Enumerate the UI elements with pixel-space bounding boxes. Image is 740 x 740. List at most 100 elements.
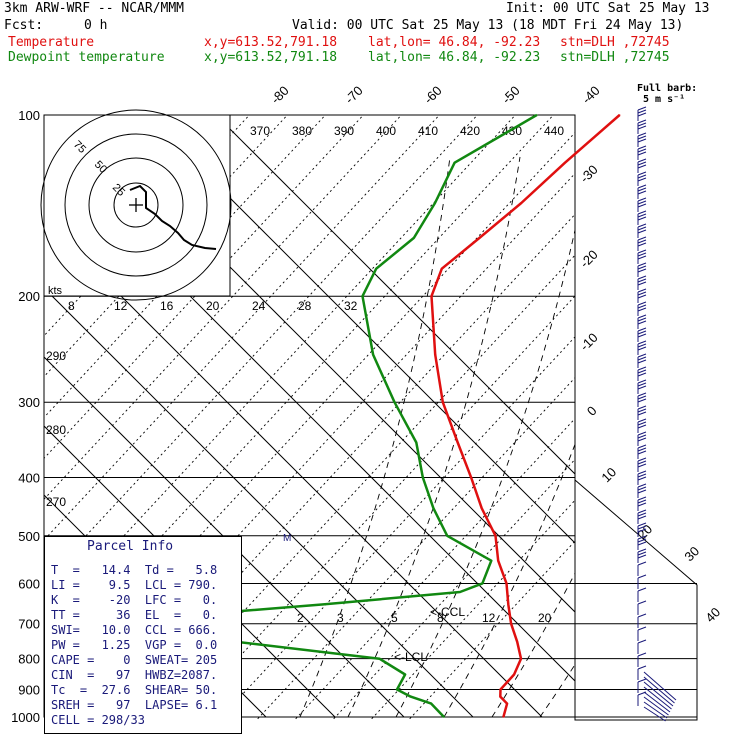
dewpoint-legend-name: Dewpoint temperature bbox=[8, 50, 165, 65]
parcel-row-sreh-lapse: SREH = 97 LAPSE= 6.1 bbox=[51, 698, 218, 712]
pressure-tick-label: 200 bbox=[18, 289, 40, 304]
barb-legend-unit: 5 m s⁻¹ bbox=[643, 94, 686, 105]
init-time: Init: 00 UTC Sat 25 May 13 bbox=[506, 1, 710, 16]
temperature-point bbox=[456, 441, 459, 444]
dry-adiabat-line bbox=[331, 458, 575, 720]
wind-barb bbox=[637, 106, 647, 121]
pressure-tick-label: 1000 bbox=[11, 710, 40, 725]
dewpoint-point bbox=[375, 267, 378, 270]
dewpoint-point bbox=[453, 161, 456, 164]
wind-barb-flag bbox=[637, 626, 647, 631]
dewpoint-point bbox=[430, 702, 433, 705]
theta-label: 390 bbox=[334, 124, 354, 138]
annotation-lcl: <-LCL bbox=[394, 650, 427, 664]
isotherm-label: -70 bbox=[342, 83, 366, 107]
isotherm-label: -40 bbox=[579, 83, 603, 107]
parcel-row-k-lfc: K = -20 LFC = 0. bbox=[51, 593, 218, 607]
wind-barb-flag bbox=[637, 385, 647, 390]
wind-barb bbox=[637, 327, 647, 342]
dry-adiabat-line bbox=[217, 336, 575, 720]
dewpoint-legend-latlon: lat,lon= 46.84, -92.23 bbox=[368, 50, 541, 65]
wind-barb-flag bbox=[637, 473, 647, 478]
wind-barb bbox=[637, 496, 647, 511]
wind-barb-flag bbox=[637, 187, 647, 192]
dry-adiabat-line bbox=[44, 115, 403, 500]
wind-barb bbox=[637, 314, 647, 329]
wind-barb-flag bbox=[637, 145, 647, 150]
wind-barb-flag bbox=[637, 190, 647, 195]
parcel-row-cell: CELL = 298/33 bbox=[51, 713, 145, 727]
temperature-point bbox=[480, 507, 483, 510]
wind-barb-flag bbox=[637, 223, 647, 228]
wind-barb-flag bbox=[637, 525, 647, 530]
wind-barb-flag bbox=[637, 382, 647, 387]
temperature-legend-latlon: lat,lon= 46.84, -92.23 bbox=[368, 35, 541, 50]
dewpoint-point bbox=[434, 202, 436, 204]
temperature-legend-xy: x,y=613.52,791.18 bbox=[204, 35, 338, 50]
wind-barb-flag bbox=[637, 343, 647, 348]
isotherm-label: -30 bbox=[577, 162, 601, 186]
wind-barb-low-level bbox=[643, 696, 669, 716]
isotherm-label: -20 bbox=[577, 247, 601, 271]
dry-adiabat-line bbox=[65, 172, 575, 720]
wind-barb bbox=[637, 262, 647, 277]
wind-barb-flag bbox=[637, 278, 647, 283]
dry-adiabat-line bbox=[44, 115, 479, 582]
dewpoint-point bbox=[409, 695, 412, 698]
dry-adiabat-line bbox=[44, 115, 327, 419]
wind-barb-low-level bbox=[643, 676, 675, 704]
dewpoint-point bbox=[378, 657, 381, 660]
wind-barb bbox=[637, 223, 647, 238]
wind-barb-flag bbox=[637, 317, 647, 322]
wind-barb-flag bbox=[637, 327, 647, 332]
isotherm-line bbox=[215, 115, 575, 475]
theta-label: 410 bbox=[418, 124, 438, 138]
wind-barb-flag bbox=[637, 239, 647, 244]
wind-barb bbox=[637, 613, 647, 628]
hodograph-speed-label: 32 bbox=[344, 299, 358, 313]
wind-barb bbox=[637, 340, 647, 355]
wind-barb-flag bbox=[637, 340, 647, 345]
dewpoint-point bbox=[413, 237, 415, 239]
parcel-row-li-lcl: LI = 9.5 LCL = 790. bbox=[51, 578, 218, 592]
dewpoint-legend-xy: x,y=613.52,791.18 bbox=[204, 50, 338, 65]
wind-barb-flag bbox=[637, 463, 647, 468]
dry-adiabat-line bbox=[0, 95, 40, 740]
wind-barb-flag bbox=[637, 444, 647, 449]
parcel-row-cape-sweat: CAPE = 0 SWEAT= 205 bbox=[51, 653, 218, 667]
dewpoint-point bbox=[459, 591, 461, 593]
wind-barb-flag bbox=[637, 398, 647, 403]
wind-barb-flag bbox=[637, 242, 647, 247]
hodograph-trace bbox=[129, 184, 217, 250]
wind-barb-low-level bbox=[643, 701, 668, 719]
temperature-point bbox=[497, 559, 500, 562]
wind-barb-flag bbox=[637, 255, 647, 260]
wind-barb-flag bbox=[637, 213, 647, 218]
wind-barb-flag bbox=[637, 164, 647, 169]
isotherm-label: 0 bbox=[584, 403, 600, 419]
wind-barb-flag bbox=[637, 132, 647, 137]
wind-barb bbox=[637, 171, 647, 186]
wind-barb bbox=[637, 652, 647, 667]
wind-barb-flag bbox=[637, 112, 647, 117]
wind-barb-flag bbox=[637, 359, 647, 364]
wind-barb-flag bbox=[637, 210, 647, 215]
wind-barb-flag bbox=[637, 554, 647, 559]
wind-barb-flag bbox=[637, 304, 647, 309]
pressure-tick-label: 300 bbox=[18, 395, 40, 410]
wind-barb-flag bbox=[637, 512, 647, 517]
wind-barb-flag bbox=[637, 148, 647, 153]
wind-barb bbox=[637, 184, 647, 199]
barb-legend-title: Full barb: bbox=[637, 83, 698, 94]
wind-barb-flag bbox=[637, 197, 647, 202]
isotherm-line bbox=[44, 287, 474, 718]
wind-barb-flag bbox=[637, 509, 647, 514]
temperature-legend-station: stn=DLH ,72745 bbox=[560, 35, 670, 50]
dry-adiabat-line bbox=[103, 213, 575, 720]
temperature-point bbox=[564, 161, 566, 164]
isotherm-label: 10 bbox=[598, 464, 619, 485]
hodograph-speed-label: 8 bbox=[68, 299, 75, 313]
hodograph-speed-label: 16 bbox=[160, 299, 174, 313]
hodograph-ring bbox=[88, 157, 184, 253]
